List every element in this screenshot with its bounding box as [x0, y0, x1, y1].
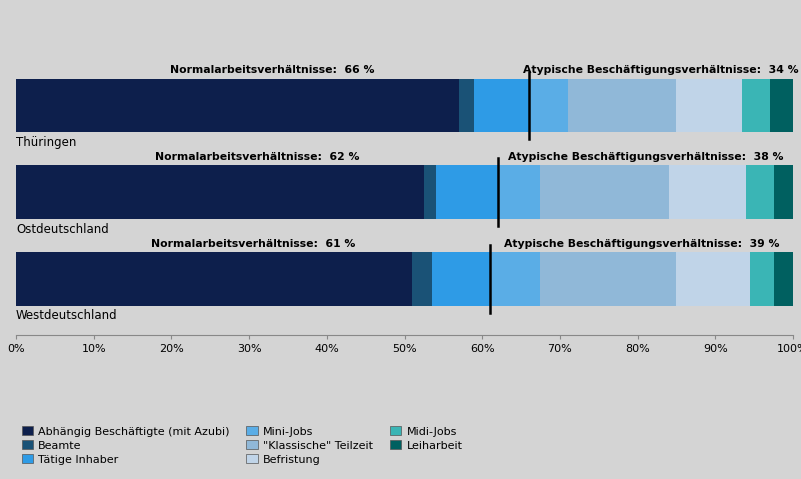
Bar: [677, 252, 751, 306]
Bar: [432, 252, 490, 306]
Text: Atypische Beschäftigungsverhältnisse:  34 %: Atypische Beschäftigungsverhältnisse: 34…: [523, 65, 799, 75]
Text: Ostdeutschland: Ostdeutschland: [16, 223, 109, 236]
Bar: [743, 79, 770, 132]
Bar: [459, 79, 474, 132]
Bar: [751, 252, 774, 306]
Text: Atypische Beschäftigungsverhältnisse:  38 %: Atypische Beschäftigungsverhältnisse: 38…: [508, 152, 783, 162]
Bar: [541, 252, 676, 306]
Text: Thüringen: Thüringen: [16, 136, 76, 149]
Bar: [16, 252, 413, 306]
Bar: [16, 79, 459, 132]
Text: Atypische Beschäftigungsverhältnisse:  39 %: Atypische Beschäftigungsverhältnisse: 39…: [504, 239, 779, 249]
Text: Normalarbeitsverhältnisse:  61 %: Normalarbeitsverhältnisse: 61 %: [151, 239, 355, 249]
Bar: [490, 252, 541, 306]
Bar: [568, 79, 676, 132]
Bar: [770, 79, 793, 132]
Text: Normalarbeitsverhältnisse:  62 %: Normalarbeitsverhältnisse: 62 %: [155, 152, 359, 162]
Bar: [774, 252, 793, 306]
Text: Normalarbeitsverhältnisse:  66 %: Normalarbeitsverhältnisse: 66 %: [170, 65, 375, 75]
Bar: [747, 165, 774, 219]
Bar: [474, 79, 529, 132]
Bar: [436, 165, 497, 219]
Legend: Abhängig Beschäftigte (mit Azubi), Beamte, Tätige Inhaber, Mini-Jobs, "Klassisch: Abhängig Beschäftigte (mit Azubi), Beamt…: [22, 426, 462, 465]
Bar: [497, 165, 541, 219]
Bar: [541, 165, 669, 219]
Bar: [529, 79, 568, 132]
Bar: [16, 165, 424, 219]
Bar: [424, 165, 436, 219]
Bar: [677, 79, 743, 132]
Bar: [774, 165, 793, 219]
Bar: [669, 165, 747, 219]
Bar: [413, 252, 432, 306]
Text: Westdeutschland: Westdeutschland: [16, 309, 118, 322]
